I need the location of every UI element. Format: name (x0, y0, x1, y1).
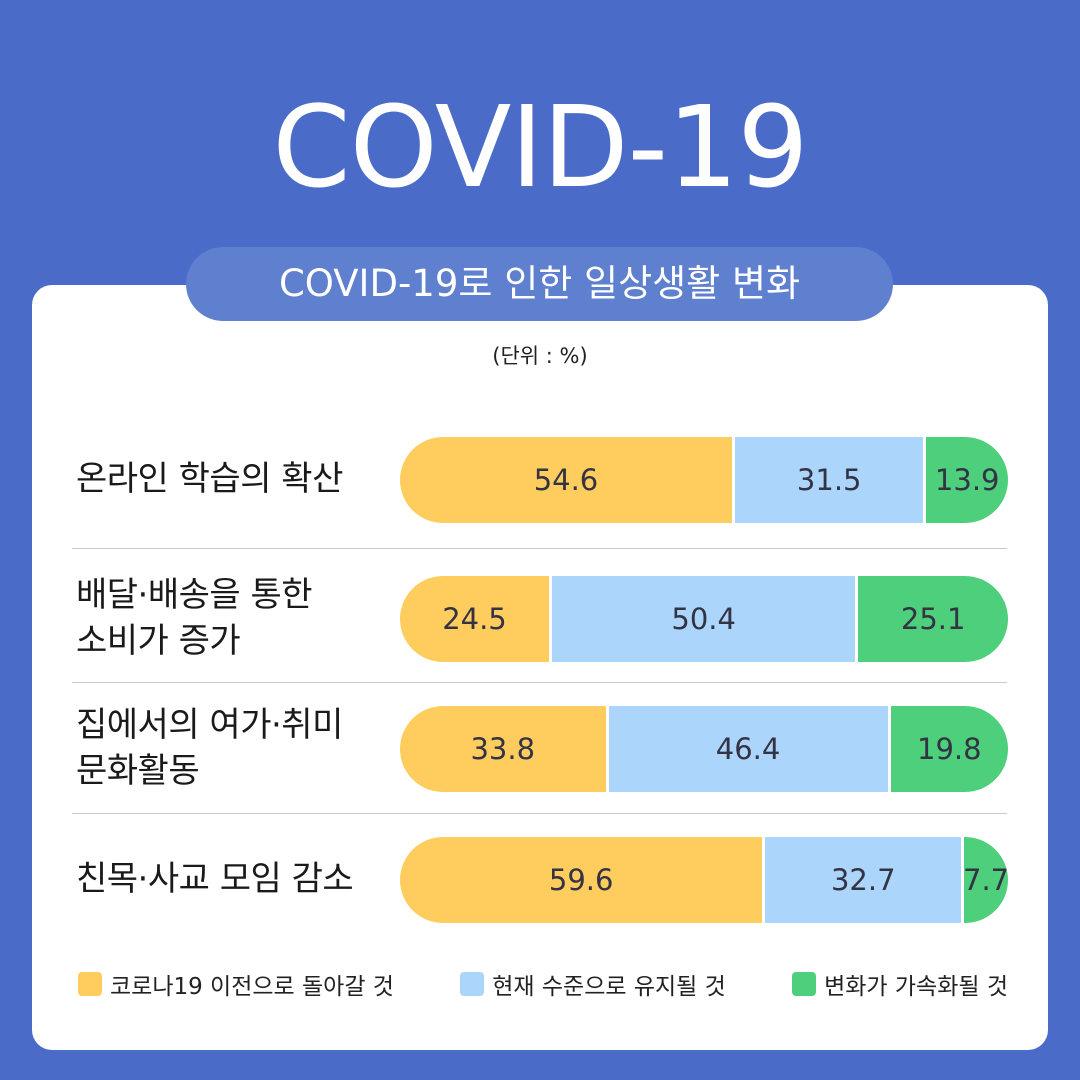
legend-swatch (792, 972, 817, 996)
stacked-bar: 54.6 31.5 13.9 (400, 437, 1008, 523)
row-divider (72, 548, 1007, 549)
legend: 코로나19 이전으로 돌아갈 것 현재 수준으로 유지될 것 변화가 가속화될 것 (78, 966, 1008, 1002)
data-label: 50.4 (671, 602, 736, 636)
category-label: 친목·사교 모임 감소 (76, 859, 354, 899)
legend-label: 코로나19 이전으로 돌아갈 것 (110, 974, 394, 1000)
row-divider (72, 682, 1007, 683)
data-label: 13.9 (934, 463, 1000, 497)
data-label: 25.1 (900, 602, 966, 636)
data-label: 46.4 (715, 732, 781, 766)
bar-segment: 13.9 (923, 437, 1008, 523)
bar-segment: 33.8 (400, 706, 606, 792)
bar-segment: 50.4 (548, 576, 856, 662)
category-label: 집에서의 여가·취미 문화활동 (76, 705, 343, 791)
bar-segment: 59.6 (400, 837, 763, 923)
data-label: 24.5 (442, 602, 507, 636)
stacked-bar: 59.6 32.7 7.7 (400, 837, 1008, 923)
bar-segment: 31.5 (731, 437, 924, 523)
legend-swatch (78, 972, 102, 996)
bar-segment: 46.4 (605, 706, 888, 792)
bar-segment: 32.7 (762, 837, 962, 923)
chart-title: COVID-19로 인한 일상생활 변화 (186, 247, 893, 321)
data-label: 31.5 (796, 463, 862, 497)
main-title: COVID-19 (272, 83, 808, 213)
legend-label: 변화가 가속화될 것 (824, 974, 1008, 1000)
data-label: 19.8 (917, 732, 982, 766)
data-label: 32.7 (830, 863, 896, 897)
chart-card (32, 285, 1048, 1050)
stacked-bar: 24.5 50.4 25.1 (400, 576, 1008, 662)
legend-item: 코로나19 이전으로 돌아갈 것 (78, 967, 394, 1001)
legend-item: 현재 수준으로 유지될 것 (460, 967, 726, 1001)
legend-label: 현재 수준으로 유지될 것 (492, 974, 726, 1000)
bar-segment: 54.6 (400, 437, 732, 523)
legend-swatch (460, 972, 485, 996)
category-label: 배달·배송을 통한 소비가 증가 (76, 575, 313, 661)
bar-segment: 24.5 (400, 576, 549, 662)
unit-label: (단위 : %) (492, 344, 588, 368)
data-label: 59.6 (548, 863, 614, 897)
row-divider (72, 813, 1007, 814)
bar-segment: 25.1 (855, 576, 1008, 662)
category-label: 온라인 학습의 확산 (76, 459, 343, 499)
stacked-bar: 33.8 46.4 19.8 (400, 706, 1008, 792)
data-label: 7.7 (963, 863, 1008, 897)
data-label: 54.6 (533, 463, 599, 497)
data-label: 33.8 (470, 732, 536, 766)
bar-segment: 19.8 (887, 706, 1008, 792)
legend-item: 변화가 가속화될 것 (792, 967, 1008, 1001)
